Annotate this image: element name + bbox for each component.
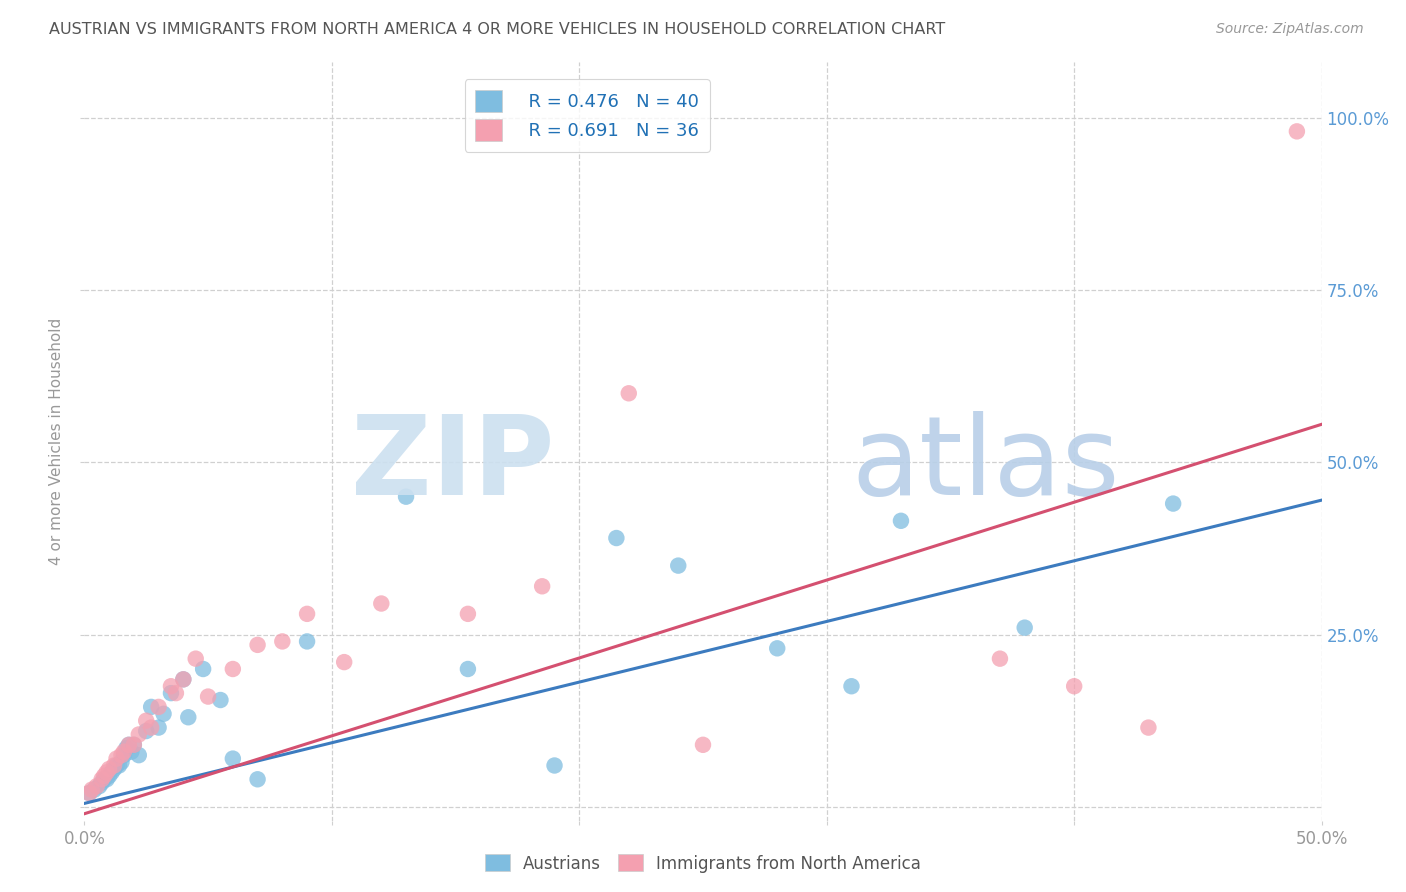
Text: Source: ZipAtlas.com: Source: ZipAtlas.com: [1216, 22, 1364, 37]
Point: [79, 786, 101, 800]
Point: [457, 662, 479, 676]
Point: [172, 673, 194, 687]
Point: [93, 769, 115, 783]
Point: [271, 634, 294, 648]
Point: [1161, 497, 1184, 511]
Point: [86, 779, 108, 793]
Point: [666, 558, 689, 573]
Point: [160, 686, 183, 700]
Point: [148, 699, 170, 714]
Point: [110, 748, 132, 763]
Point: [246, 772, 269, 787]
Point: [103, 758, 125, 772]
Point: [177, 710, 200, 724]
Point: [152, 706, 174, 721]
Legend:   R = 0.476   N = 40,   R = 0.691   N = 36: R = 0.476 N = 40, R = 0.691 N = 36: [464, 79, 710, 152]
Text: atlas: atlas: [852, 411, 1121, 517]
Point: [83, 782, 105, 797]
Point: [395, 490, 418, 504]
Y-axis label: 4 or more Vehicles in Household: 4 or more Vehicles in Household: [49, 318, 65, 566]
Point: [112, 745, 135, 759]
Point: [605, 531, 627, 545]
Point: [122, 738, 145, 752]
Point: [160, 679, 183, 693]
Point: [79, 786, 101, 800]
Point: [98, 769, 121, 783]
Point: [89, 779, 111, 793]
Point: [141, 721, 163, 735]
Point: [96, 765, 118, 780]
Point: [333, 655, 356, 669]
Point: [457, 607, 479, 621]
Point: [115, 741, 138, 756]
Text: AUSTRIAN VS IMMIGRANTS FROM NORTH AMERICA 4 OR MORE VEHICLES IN HOUSEHOLD CORREL: AUSTRIAN VS IMMIGRANTS FROM NORTH AMERIC…: [49, 22, 945, 37]
Point: [197, 690, 219, 704]
Point: [93, 772, 115, 787]
Point: [118, 738, 141, 752]
Point: [128, 727, 150, 741]
Point: [80, 782, 103, 797]
Point: [122, 738, 145, 752]
Point: [105, 751, 128, 765]
Point: [135, 714, 157, 728]
Point: [100, 765, 122, 780]
Point: [135, 724, 157, 739]
Point: [531, 579, 554, 593]
Point: [841, 679, 863, 693]
Point: [98, 762, 121, 776]
Point: [543, 758, 565, 772]
Point: [184, 651, 207, 665]
Point: [172, 673, 194, 687]
Point: [692, 738, 714, 752]
Point: [118, 738, 141, 752]
Point: [120, 745, 142, 759]
Point: [103, 762, 125, 776]
Point: [105, 758, 128, 772]
Point: [1285, 124, 1308, 138]
Legend: Austrians, Immigrants from North America: Austrians, Immigrants from North America: [478, 847, 928, 880]
Point: [890, 514, 912, 528]
Point: [222, 662, 245, 676]
Point: [209, 693, 232, 707]
Point: [90, 772, 112, 787]
Text: ZIP: ZIP: [352, 411, 554, 517]
Point: [110, 755, 132, 769]
Point: [370, 597, 392, 611]
Point: [148, 721, 170, 735]
Point: [1014, 621, 1036, 635]
Point: [766, 641, 789, 656]
Point: [112, 748, 135, 763]
Point: [90, 776, 112, 790]
Point: [191, 662, 214, 676]
Point: [1063, 679, 1085, 693]
Point: [141, 699, 163, 714]
Point: [295, 634, 318, 648]
Point: [165, 686, 187, 700]
Point: [1137, 721, 1160, 735]
Point: [108, 758, 131, 772]
Point: [617, 386, 640, 401]
Point: [128, 748, 150, 763]
Point: [222, 751, 245, 765]
Point: [295, 607, 318, 621]
Point: [96, 772, 118, 787]
Point: [246, 638, 269, 652]
Point: [988, 651, 1011, 665]
